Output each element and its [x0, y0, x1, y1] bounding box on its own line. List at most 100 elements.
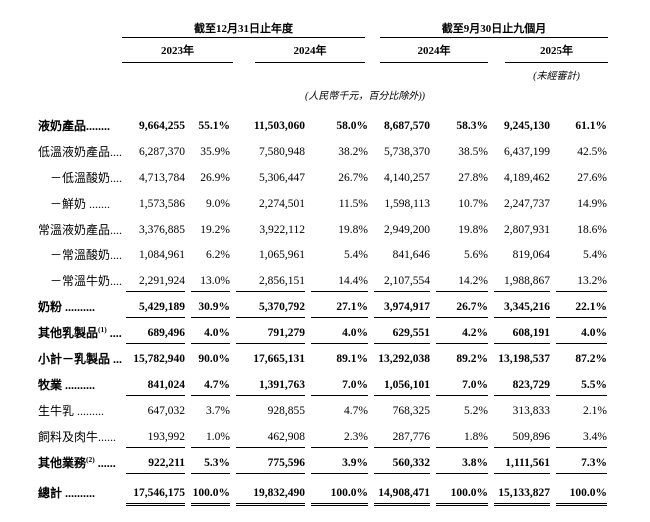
cell-amount: 2,107,554 [374, 271, 430, 293]
year-header-2024-ninemonth: 2024年 [380, 42, 488, 63]
cell-amount: 2,247,737 [504, 197, 550, 210]
row-label: 常溫液奶產品.... [38, 222, 123, 237]
cell-percentage: 61.1% [575, 120, 607, 132]
table-row: 常溫液奶產品.... 3,376,885 19.2% 3,922,112 19.8% 2,… [0, 220, 607, 246]
row-label: －常溫牛奶.... [50, 274, 123, 289]
cell-amount: 19,832,490 [236, 483, 305, 507]
cell-amount: 287,776 [374, 427, 430, 448]
cell-amount: 629,551 [374, 323, 430, 345]
cell-amount: 9,245,130 [504, 120, 550, 132]
cell-percentage: 18.6% [577, 223, 607, 236]
cell-amount: 608,191 [494, 323, 550, 345]
year-header-2023: 2023年 [122, 42, 233, 63]
year-header-2024-annual: 2024年 [255, 42, 365, 63]
cell-percentage: 5.2% [464, 404, 488, 417]
cell-amount: 1,391,763 [236, 375, 305, 396]
cell-percentage: 30.9% [191, 297, 230, 319]
cell-percentage: 1.8% [436, 427, 488, 448]
cell-percentage: 10.7% [458, 197, 488, 210]
cell-percentage: 4.7% [191, 375, 230, 396]
cell-percentage: 2.1% [583, 404, 607, 417]
cell-amount: 560,332 [374, 453, 430, 474]
table-row: －常溫酸奶.... 1,084,961 6.2% 1,065,961 5.4% 841,6… [0, 245, 607, 271]
row-label: 其他乳製品(1) .... [38, 325, 122, 341]
cell-amount: 17,665,131 [253, 353, 305, 366]
cell-percentage: 90.0% [198, 353, 230, 366]
year-header-2025-ninemonth: 2025年 [505, 42, 608, 63]
cell-percentage: 38.2% [338, 145, 368, 158]
cell-percentage: 27.6% [577, 171, 607, 184]
cell-percentage: 13.2% [556, 271, 607, 293]
cell-amount: 8,687,570 [384, 120, 430, 132]
cell-amount: 5,738,370 [384, 145, 430, 158]
cell-amount: 689,496 [126, 323, 185, 345]
cell-amount: 2,807,931 [504, 223, 550, 236]
cell-percentage: 14.9% [577, 197, 607, 210]
row-label: 飼料及肉牛...... [38, 429, 117, 444]
cell-percentage: 1.0% [191, 427, 230, 448]
cell-percentage: 5.3% [191, 453, 230, 474]
cell-percentage: 89.1% [336, 353, 368, 366]
period-group-ninemonth-rule [380, 37, 608, 38]
cell-amount: 775,596 [236, 453, 305, 474]
cell-amount: 462,908 [236, 427, 305, 448]
cell-percentage: 4.7% [344, 404, 368, 417]
cell-percentage: 35.9% [200, 145, 230, 158]
cell-amount: 5,370,792 [236, 297, 305, 319]
cell-amount: 1,084,961 [139, 249, 185, 262]
cell-percentage: 14.4% [311, 271, 368, 293]
cell-amount: 13,292,038 [378, 353, 430, 366]
row-label: 牧業 .......... [38, 377, 96, 392]
cell-percentage: 5.5% [556, 375, 607, 396]
row-label: 小計－乳製品 ... [38, 352, 123, 367]
cell-percentage: 100.0% [191, 483, 230, 507]
cell-percentage: 7.0% [436, 375, 488, 396]
cell-amount: 1,988,867 [494, 271, 550, 293]
cell-amount: 823,729 [494, 375, 550, 396]
row-label: －常溫酸奶.... [50, 248, 123, 263]
cell-percentage: 26.7% [338, 171, 368, 184]
cell-amount: 2,949,200 [384, 223, 430, 236]
cell-percentage: 58.0% [336, 120, 368, 132]
cell-percentage: 11.5% [338, 197, 368, 210]
table-row: －低溫酸奶.... 4,713,784 26.9% 5,306,447 26.7% 4,1… [0, 168, 607, 194]
table-row: 低溫液奶產品.... 6,287,370 35.9% 7,580,948 38.2% 5,… [0, 142, 607, 168]
cell-amount: 15,782,940 [133, 353, 185, 366]
cell-percentage: 27.1% [311, 297, 368, 319]
cell-percentage: 5.4% [583, 249, 607, 262]
cell-percentage: 38.5% [458, 145, 488, 158]
cell-percentage: 5.6% [464, 249, 488, 262]
row-label: 奶粉 .......... [38, 300, 96, 315]
cell-percentage: 3.8% [436, 453, 488, 474]
cell-percentage: 42.5% [577, 145, 607, 158]
cell-amount: 11,503,060 [253, 120, 305, 132]
cell-amount: 3,345,216 [494, 297, 550, 319]
cell-percentage: 3.7% [206, 404, 230, 417]
cell-amount: 928,855 [267, 404, 305, 417]
table-row: 小計－乳製品 ... 15,782,940 90.0% 17,665,131 89.1%… [0, 349, 607, 375]
table-row: 其他乳製品(1) .... 689,496 4.0% 791,279 4.0% 629,5… [0, 323, 607, 349]
cell-percentage: 2.3% [311, 427, 368, 448]
cell-amount: 9,664,255 [139, 120, 185, 132]
currency-unit-note: (人民幣千元，百分比除外)) [305, 91, 425, 102]
cell-percentage: 5.4% [344, 249, 368, 262]
cell-amount: 4,713,784 [139, 171, 185, 184]
period-group-annual-title: 截至12月31日止年度 [194, 23, 293, 35]
cell-amount: 841,024 [126, 375, 185, 396]
cell-amount: 922,211 [126, 453, 185, 474]
table-row: －鮮奶 ....... 1,573,586 9.0% 2,274,501 11.5% 1,… [0, 194, 607, 220]
row-label: 液奶產品........ [38, 119, 111, 133]
cell-percentage: 55.1% [198, 120, 230, 132]
row-label: 其他業務(2) ...... [38, 454, 116, 470]
cell-percentage: 26.9% [200, 171, 230, 184]
table-row: －常溫牛奶.... 2,291,924 13.0% 2,856,151 14.4% 2,1… [0, 271, 607, 297]
table-row: 飼料及肉牛...... 193,992 1.0% 462,908 2.3% 287,776… [0, 427, 607, 453]
cell-percentage: 19.8% [458, 223, 488, 236]
cell-percentage: 26.7% [436, 297, 488, 319]
row-label: 生牛乳 ......... [38, 403, 105, 418]
row-label: 總計 .......... [38, 486, 96, 501]
cell-amount: 1,111,561 [494, 453, 550, 474]
cell-percentage: 19.2% [200, 223, 230, 236]
cell-amount: 313,833 [512, 404, 550, 417]
cell-amount: 1,573,586 [139, 197, 185, 210]
